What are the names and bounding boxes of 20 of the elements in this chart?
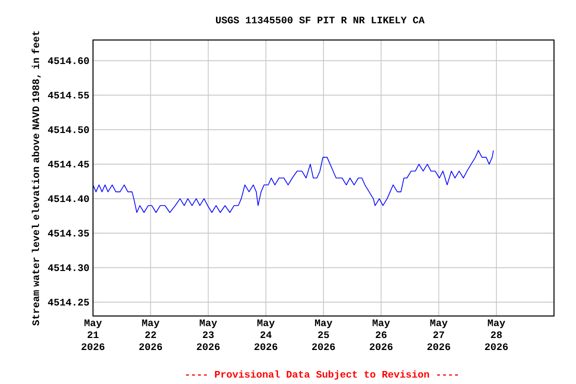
y-axis-title: Stream water level elevation above NAVD 1988, in feet [32,31,41,326]
x-tick-label: May 21 2026 [82,320,104,350]
x-tick-label: May 23 2026 [196,320,220,350]
line-series [93,150,494,213]
x-tick-label: May 26 2026 [370,320,393,350]
x-tick-label: May 22 2026 [139,320,162,350]
y-tick-label: 4514.45 [48,160,89,168]
y-tick-label: 4514.25 [48,298,89,306]
y-tick-label: 4514.60 [48,57,89,64]
y-tick-label: 4514.50 [48,126,89,134]
x-tick-label: May 24 2026 [254,320,278,350]
x-tick-label: May 28 2026 [485,320,508,350]
y-tick-label: 4514.30 [48,264,89,272]
text: ---- Provisional Data Subject to Revision ---- [186,370,458,380]
x-tick-label: May 25 2026 [312,320,335,350]
chart-title: USGS 11345500 SF PIT R NR LIKELY CA [216,16,425,24]
x-tick-label: May 27 2026 [427,320,450,350]
y-tick-label: 4514.55 [48,92,89,99]
y-tick-label: 4514.35 [48,230,89,237]
y-tick-label: 4514.40 [48,195,89,202]
